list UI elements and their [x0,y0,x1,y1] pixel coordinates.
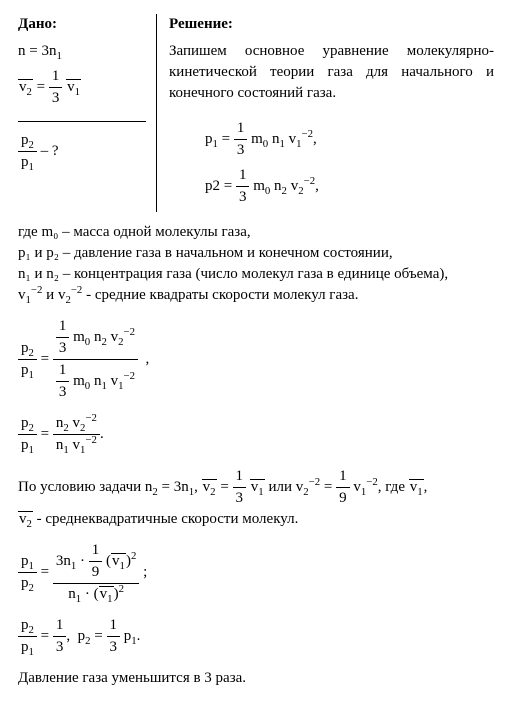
unknown-marker: – ? [41,143,59,159]
sub-1: 1 [56,50,61,62]
eq-result: p2 p1 = 13, p2 = 13 p1. [18,615,494,658]
note-m0: где m₀ – масса одной молекулы газа, [18,222,494,243]
note-v: v1−2 и v2−2 - средние квадраты скорости … [18,285,494,306]
condition-line-2: v2 - среднеквадратичные скорости молекул… [18,509,494,530]
given-line-1: n = 3n1 [18,41,146,62]
solution-intro-text: Запишем основное уравнение молекулярно-к… [169,41,494,104]
frac-p2-p1: p2 p1 [18,130,37,173]
v1-bar: v1 [66,79,81,94]
eq-p1: p1 = 13 m0 n1 v1−2, [169,118,494,161]
val-3n: 3n [41,43,56,59]
answer-text: Давление газа уменьшится в 3 раза. [18,668,494,689]
given-heading: Дано: [18,14,146,35]
eq-substituted: p1 p2 = 3n1 · 19 (v1)2 n1 · (v1)2 ; [18,540,494,605]
frac-1-3: 1 3 [49,66,63,109]
solution-column: Решение: Запишем основное уравнение моле… [157,14,494,212]
eq-ratio-full: p2 p1 = 13 m0 n2 v2−2 13 m0 n1 v1−2 , [18,316,494,403]
given-block-unknown: p2 p1 – ? [18,122,146,173]
solution-heading: Решение: [169,14,494,35]
condition-line: По условию задачи n2 = 3n1, v2 = 13 v1 и… [18,466,494,509]
var-n: n [18,43,26,59]
eq-p2: p2 = 13 m0 n2 v2−2, [169,165,494,208]
v2-bar: v2 [18,79,33,94]
note-p: p₁ и p₂ – давление газа в начальном и ко… [18,243,494,264]
note-n: n₁ и n₂ – концентрация газа (число молек… [18,264,494,285]
top-section: Дано: n = 3n1 v2 = 1 3 v1 p2 p1 – ? [18,14,494,212]
eq-ratio-simplified: p2 p1 = n2 v2−2 n1 v1−2 . [18,413,494,456]
given-line-2: v2 = 1 3 v1 [18,66,146,109]
given-block-knowns: n = 3n1 v2 = 1 3 v1 [18,41,146,122]
given-column: Дано: n = 3n1 v2 = 1 3 v1 p2 p1 – ? [18,14,157,212]
